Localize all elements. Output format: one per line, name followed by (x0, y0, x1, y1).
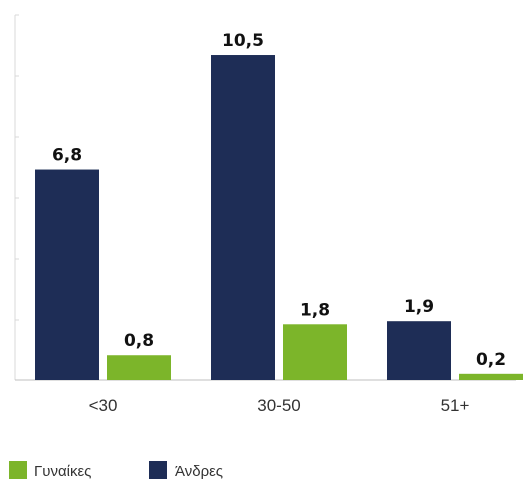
bar-γυναίκες-30-50 (283, 324, 347, 380)
value-label-άνδρες-30-50: 10,5 (222, 31, 264, 51)
value-label-άνδρες-51plus: 1,9 (404, 297, 434, 317)
x-tick-labels-layer: <30 30-50 51+ (89, 396, 470, 415)
value-labels-layer: 6,8 0,8 10,5 1,8 1,9 0,2 (52, 31, 506, 370)
x-tick-label-51plus: 51+ (441, 396, 470, 415)
value-label-γυναίκες-30-50: 1,8 (300, 300, 330, 320)
x-tick-label-30-50: 30-50 (257, 396, 300, 415)
bar-γυναίκες-51plus (459, 373, 523, 380)
legend-label-άνδρες: Άνδρες (175, 463, 223, 480)
bar-γυναίκες-lt30 (107, 355, 171, 380)
x-tick-label-lt30: <30 (89, 396, 118, 415)
value-label-άνδρες-lt30: 6,8 (52, 146, 82, 166)
bar-άνδρες-51plus (387, 321, 451, 380)
legend-label-γυναίκες: Γυναίκες (34, 463, 91, 480)
legend-swatch-γυναίκες (9, 461, 27, 479)
legend-item-γυναίκες: Γυναίκες (9, 461, 91, 480)
bar-άνδρες-30-50 (211, 55, 275, 381)
bars-layer (35, 55, 523, 381)
value-label-γυναίκες-lt30: 0,8 (124, 331, 154, 351)
legend-swatch-άνδρες (149, 461, 167, 479)
value-label-γυναίκες-51plus: 0,2 (476, 350, 506, 370)
legend: Γυναίκες Άνδρες (9, 461, 223, 480)
bar-άνδρες-lt30 (35, 169, 99, 380)
legend-item-άνδρες: Άνδρες (149, 461, 223, 480)
